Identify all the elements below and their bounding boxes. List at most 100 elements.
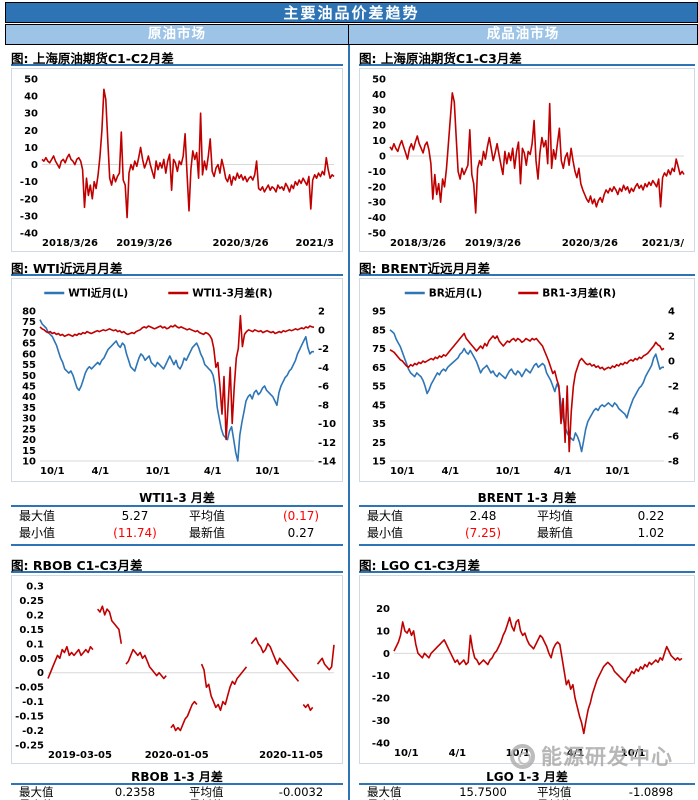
- svg-text:-0.2: -0.2: [22, 726, 44, 737]
- svg-text:-10: -10: [20, 177, 38, 188]
- table-grid: 最大值 5.27 平均值 (0.17) 最小值 (11.74) 最新值 0.27: [11, 507, 343, 546]
- svg-text:-0.15: -0.15: [15, 712, 44, 723]
- table-title: WTI1-3 月差: [11, 489, 343, 507]
- svg-text:50: 50: [22, 371, 36, 382]
- svg-text:85: 85: [372, 325, 386, 336]
- svg-text:-14: -14: [318, 457, 336, 468]
- svg-text:95: 95: [372, 307, 386, 318]
- svg-text:30: 30: [372, 105, 386, 116]
- svg-text:-0.1: -0.1: [22, 697, 44, 708]
- svg-text:0: 0: [318, 325, 325, 336]
- stat-value: 15.7500: [459, 785, 507, 799]
- svg-text:0: 0: [668, 357, 675, 368]
- svg-text:10: 10: [376, 626, 390, 637]
- svg-text:45: 45: [22, 382, 36, 393]
- svg-text:2: 2: [318, 307, 325, 318]
- svg-text:2021/3: 2021/3: [296, 238, 334, 249]
- svg-text:80: 80: [22, 307, 36, 318]
- svg-text:2021/3/: 2021/3/: [642, 238, 684, 249]
- stat-label: 平均值: [189, 509, 226, 523]
- svg-text:-10: -10: [318, 419, 336, 430]
- svg-text:WTI近月(L): WTI近月(L): [68, 287, 128, 300]
- stat-value: -1.0898: [628, 785, 674, 799]
- stat-value: -0.0032: [278, 785, 324, 799]
- svg-text:20: 20: [372, 121, 386, 132]
- svg-text:-8: -8: [668, 457, 679, 468]
- svg-text:10: 10: [24, 143, 38, 154]
- svg-text:-40: -40: [368, 213, 386, 224]
- svg-text:-2: -2: [318, 344, 329, 355]
- svg-text:30: 30: [24, 109, 38, 120]
- chart-title-brent: 图: BRENT近远月月差: [359, 258, 695, 276]
- svg-text:BR1-3月差(R): BR1-3月差(R): [542, 287, 616, 300]
- svg-text:-6: -6: [318, 382, 329, 393]
- chart-title-sc-c1c2: 图: 上海原油期货C1-C2月差: [11, 48, 343, 66]
- svg-text:55: 55: [22, 360, 36, 371]
- chart-rbob-spread: 0.3 0.25 0.2 0.15 0.1 0.05 0 -0.05 -0.1 -0.15 -0.2…: [11, 575, 343, 764]
- svg-text:0: 0: [31, 160, 38, 171]
- svg-text:0.3: 0.3: [26, 582, 44, 593]
- svg-text:45: 45: [372, 400, 386, 411]
- svg-text:10/1: 10/1: [390, 466, 415, 477]
- svg-text:65: 65: [372, 363, 386, 374]
- svg-text:35: 35: [22, 403, 36, 414]
- svg-text:40: 40: [24, 92, 38, 103]
- svg-text:-4: -4: [318, 363, 329, 374]
- svg-text:2019-03-05: 2019-03-05: [48, 750, 112, 761]
- stat-value: -0.2325: [89, 799, 181, 800]
- svg-text:50: 50: [24, 75, 38, 86]
- svg-text:10/1: 10/1: [605, 466, 630, 477]
- table-rbob-stats: RBOB 1-3 月差 最大值 0.2358 平均值 -0.0032 最小值 -…: [11, 768, 343, 800]
- columns: 图: 上海原油期货C1-C2月差 50 40 30 20 10 0 -10 -20 -30 -40…: [0, 45, 698, 800]
- stat-label: 最新值: [537, 526, 574, 540]
- svg-text:-4: -4: [668, 407, 679, 418]
- svg-text:-10: -10: [372, 671, 390, 682]
- svg-text:4/1: 4/1: [91, 466, 109, 477]
- crude-market-column: 图: 上海原油期货C1-C2月差 50 40 30 20 10 0 -10 -20 -30 -40…: [0, 45, 348, 800]
- table-title: BRENT 1-3 月差: [359, 489, 695, 507]
- svg-text:4/1: 4/1: [441, 466, 459, 477]
- stat-label: 最大值: [19, 509, 56, 523]
- refined-market-column: 图: 上海原油期货C1-C3月差 50 40 30 20 10 0 -10 -20 -30 -40…: [348, 45, 698, 800]
- svg-text:0.25: 0.25: [19, 596, 44, 607]
- svg-text:-20: -20: [372, 694, 390, 705]
- svg-text:4/1: 4/1: [449, 748, 467, 759]
- svg-text:0: 0: [383, 649, 390, 660]
- svg-text:2020/3/26: 2020/3/26: [562, 238, 618, 249]
- svg-text:25: 25: [22, 424, 36, 435]
- svg-text:-50: -50: [368, 229, 386, 240]
- stat-label: 最大值: [367, 509, 404, 523]
- svg-text:10: 10: [22, 457, 36, 468]
- stat-value: -2.2500: [607, 799, 695, 800]
- stat-label: 最小值: [367, 526, 404, 540]
- svg-text:10/1: 10/1: [146, 466, 171, 477]
- svg-text:15: 15: [372, 457, 386, 468]
- svg-text:10/1: 10/1: [394, 748, 419, 759]
- svg-text:0.1: 0.1: [26, 639, 44, 650]
- svg-text:10/1: 10/1: [496, 466, 521, 477]
- svg-text:10/1: 10/1: [40, 466, 65, 477]
- svg-text:0: 0: [37, 668, 44, 679]
- svg-text:20: 20: [376, 604, 390, 615]
- table-title: LGO 1-3 月差: [359, 768, 695, 785]
- chart-sc-c1c2: 50 40 30 20 10 0 -10 -20 -30 -40 2018/3/26 2019/3/2…: [11, 68, 343, 252]
- svg-text:20: 20: [24, 126, 38, 137]
- stat-value: 5.27: [121, 509, 149, 523]
- svg-text:-40: -40: [372, 739, 390, 750]
- svg-text:75: 75: [372, 344, 386, 355]
- stat-label: 最新值: [189, 526, 226, 540]
- svg-text:0.15: 0.15: [19, 625, 44, 636]
- svg-text:75: 75: [22, 317, 36, 328]
- svg-text:15: 15: [22, 446, 36, 457]
- chart-title-lgo: 图: LGO C1-C3月差: [359, 555, 695, 573]
- table-grid: 最大值 2.48 平均值 0.22 最小值 (7.25) 最新值 1.02: [359, 507, 695, 546]
- svg-text:65: 65: [22, 339, 36, 350]
- svg-text:-30: -30: [372, 716, 390, 727]
- svg-text:0: 0: [379, 152, 386, 163]
- table-grid: 最大值 0.2358 平均值 -0.0032 最小值 -0.2325 最新值 0…: [11, 785, 343, 800]
- table-brent-stats: BRENT 1-3 月差 最大值 2.48 平均值 0.22 最小值 (7.25…: [359, 489, 695, 546]
- svg-text:-30: -30: [20, 211, 38, 222]
- stat-value: 0.0967: [259, 799, 343, 800]
- svg-text:-8: -8: [318, 400, 329, 411]
